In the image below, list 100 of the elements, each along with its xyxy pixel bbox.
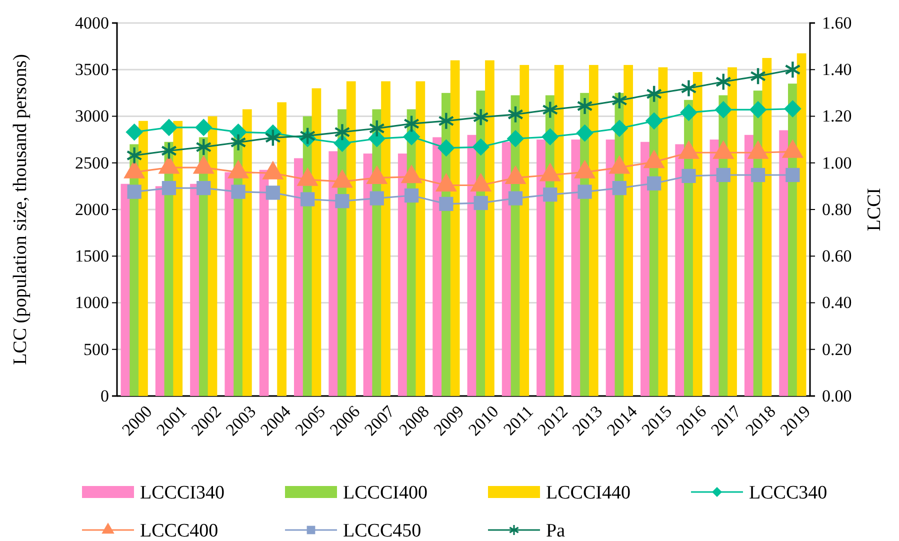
- y-tick-label: 2500: [75, 153, 109, 172]
- point: [403, 114, 420, 133]
- bar: [155, 186, 165, 396]
- point: [196, 138, 212, 156]
- legend-label: Pa: [546, 520, 566, 541]
- y2-tick-label: 1.40: [822, 60, 852, 80]
- bar: [796, 53, 806, 396]
- bar: [277, 102, 286, 396]
- point: [300, 192, 315, 206]
- bar: [744, 134, 754, 396]
- x-tick-label: 2011: [500, 402, 537, 439]
- y-tick-label: 500: [84, 340, 109, 359]
- point: [472, 108, 489, 126]
- y2-tick-label: 1.00: [822, 153, 852, 172]
- legend-label: LCCC340: [749, 482, 828, 504]
- bar: [398, 154, 408, 396]
- point: [680, 79, 697, 98]
- y2-tick-label: 1.60: [822, 13, 852, 32]
- point: [230, 123, 247, 141]
- point: [334, 134, 351, 152]
- y-tick-label: 4000: [75, 13, 109, 32]
- bar: [675, 144, 685, 396]
- y2-tick-label: 0.20: [822, 340, 852, 359]
- point: [682, 168, 696, 183]
- legend-label: LCCCI400: [343, 482, 428, 504]
- point: [715, 72, 732, 91]
- y2-tick-label: 0.60: [822, 246, 852, 266]
- point: [543, 188, 558, 202]
- bar: [692, 72, 702, 396]
- point: [160, 142, 178, 160]
- point: [507, 105, 524, 124]
- bar: [432, 137, 442, 396]
- point: [714, 101, 732, 118]
- bar: [294, 158, 304, 396]
- point: [646, 84, 662, 103]
- bar: [450, 60, 460, 396]
- point: [402, 128, 420, 146]
- point: [784, 60, 801, 79]
- point: [541, 128, 559, 146]
- point: [612, 180, 626, 196]
- legend-label: LCCCI340: [140, 482, 224, 504]
- point: [368, 130, 386, 148]
- point: [266, 186, 280, 200]
- legend-label: LCCC450: [343, 520, 422, 541]
- point: [300, 126, 316, 145]
- point: [334, 123, 350, 142]
- bar: [554, 64, 564, 396]
- point: [680, 104, 698, 122]
- y-tick-label: 0: [100, 386, 109, 406]
- point: [194, 118, 212, 136]
- point: [508, 191, 523, 206]
- point: [126, 146, 142, 165]
- bar: [224, 172, 234, 396]
- point: [749, 101, 767, 118]
- y-tick-label: 3500: [75, 60, 109, 80]
- y2-tick-label: 0.40: [822, 293, 852, 312]
- bar: [138, 120, 148, 396]
- point: [231, 184, 246, 199]
- point: [160, 118, 178, 136]
- y2-axis-title: LCCI: [864, 188, 885, 232]
- point: [784, 100, 802, 118]
- bar: [173, 120, 183, 396]
- point: [438, 139, 455, 157]
- point: [404, 188, 419, 203]
- bar: [259, 170, 269, 396]
- y-tick-label: 1500: [75, 246, 109, 266]
- point: [230, 133, 246, 152]
- point: [750, 168, 766, 182]
- bar: [346, 81, 356, 396]
- legend-label: LCCC400: [140, 520, 218, 541]
- point: [716, 168, 730, 182]
- y-tick-label: 1000: [75, 293, 109, 312]
- bar: [381, 81, 390, 396]
- point: [786, 168, 800, 182]
- point: [542, 100, 558, 119]
- point: [506, 130, 524, 148]
- bar: [485, 60, 494, 396]
- point: [647, 176, 662, 190]
- y-tick-label: 2000: [75, 200, 109, 219]
- bar: [588, 64, 598, 396]
- bar: [520, 64, 530, 396]
- point: [611, 91, 628, 110]
- y2-tick-label: 0.80: [822, 200, 852, 219]
- point: [610, 120, 628, 138]
- bar: [536, 140, 546, 396]
- bar: [416, 81, 426, 396]
- bar: [208, 116, 218, 396]
- point: [264, 128, 281, 147]
- bar: [658, 67, 668, 396]
- point: [126, 123, 143, 141]
- bar: [312, 88, 322, 396]
- point: [576, 124, 594, 142]
- point: [335, 194, 350, 208]
- point: [645, 112, 663, 130]
- y2-tick-label: 1.20: [822, 106, 852, 126]
- bar: [328, 151, 338, 396]
- y2-tick-label: 0.00: [822, 386, 852, 406]
- point: [196, 180, 211, 196]
- bar: [640, 142, 650, 396]
- point: [370, 191, 384, 206]
